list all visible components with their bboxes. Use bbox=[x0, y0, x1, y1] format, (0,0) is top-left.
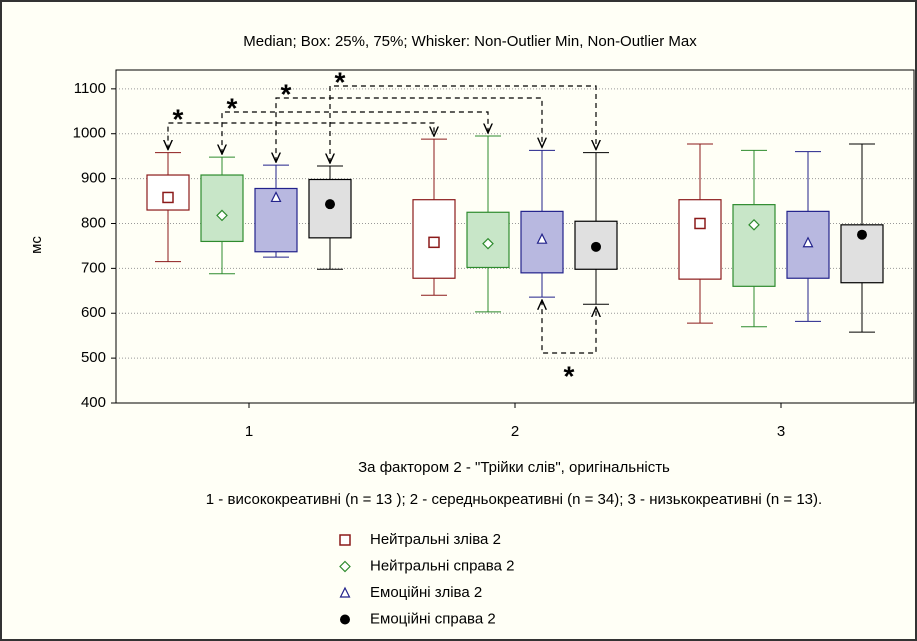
legend-marker bbox=[340, 614, 350, 625]
significance-star: * bbox=[564, 360, 575, 391]
legend-marker bbox=[339, 586, 351, 598]
legend-label: Нейтральні справа 2 bbox=[370, 557, 514, 574]
bracket bbox=[330, 85, 596, 163]
bracket bbox=[542, 300, 596, 354]
significance-star: * bbox=[227, 92, 238, 123]
legend-marker bbox=[339, 534, 351, 546]
y-tick-label: 1000 bbox=[73, 125, 106, 142]
x-axis-title: За фактором 2 - "Трійки слів", оригіналь… bbox=[358, 459, 670, 476]
median-marker bbox=[325, 199, 335, 210]
y-axis-title: мс bbox=[28, 236, 45, 254]
y-tick-label: 1100 bbox=[74, 80, 106, 97]
y-tick-label: 500 bbox=[81, 349, 106, 366]
x-tick-label: 3 bbox=[777, 423, 785, 440]
box bbox=[678, 199, 722, 280]
median-marker bbox=[216, 209, 228, 222]
box bbox=[732, 204, 776, 287]
significance-star: * bbox=[335, 66, 346, 97]
chart-title: Median; Box: 25%, 75%; Whisker: Non-Outl… bbox=[243, 33, 697, 50]
median-marker bbox=[591, 241, 601, 252]
y-tick-label: 700 bbox=[81, 259, 106, 276]
legend-label: Емоційні зліва 2 bbox=[370, 584, 482, 601]
box bbox=[200, 174, 244, 243]
y-tick-label: 800 bbox=[81, 214, 106, 231]
y-tick-label: 900 bbox=[81, 170, 106, 187]
x-axis-note: 1 - висококреативні (n = 13 ); 2 - серед… bbox=[206, 491, 822, 508]
median-marker bbox=[748, 218, 760, 231]
y-tick-label: 400 bbox=[81, 394, 106, 411]
median-marker bbox=[428, 236, 440, 249]
median-marker bbox=[694, 217, 706, 230]
legend-marker bbox=[339, 560, 351, 573]
legend-label: Емоційні справа 2 bbox=[370, 610, 496, 627]
x-tick-label: 2 bbox=[511, 423, 519, 440]
y-tick-label: 600 bbox=[81, 304, 106, 321]
median-marker bbox=[857, 229, 867, 240]
median-marker bbox=[536, 232, 548, 244]
significance-star: * bbox=[173, 103, 184, 134]
bracket bbox=[222, 111, 488, 154]
bracket bbox=[276, 97, 542, 162]
legend-label: Нейтральні зліва 2 bbox=[370, 531, 501, 548]
x-tick-label: 1 bbox=[245, 423, 253, 440]
median-marker bbox=[802, 236, 814, 248]
median-marker bbox=[482, 237, 494, 250]
significance-star: * bbox=[281, 78, 292, 109]
median-marker bbox=[162, 191, 174, 204]
median-marker bbox=[270, 191, 282, 203]
